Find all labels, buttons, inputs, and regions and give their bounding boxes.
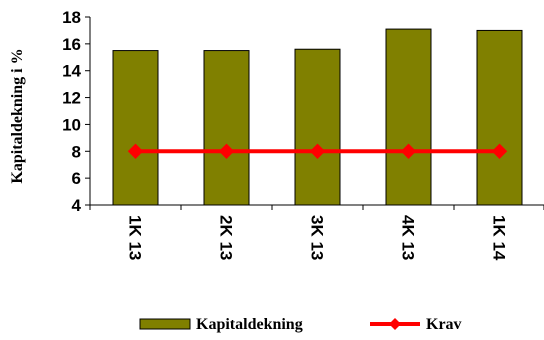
- y-tick-label: 4: [72, 196, 82, 215]
- legend: Kapitaldekning Krav: [139, 316, 462, 333]
- legend-marker-krav: [389, 318, 401, 330]
- bar-3: [294, 48, 341, 206]
- y-axis-title: Kapitaldekning i %: [9, 48, 26, 183]
- y-tick-label: 18: [62, 8, 81, 27]
- plot-area: 4 6 8 10 12 14 16 18 1K 13 2K 13 3K 13 4K 13 1K 14: [62, 8, 544, 261]
- krav-point-1: [127, 143, 144, 159]
- legend-label-krav: Krav: [426, 316, 462, 333]
- x-tick-label: 2K 13: [217, 215, 236, 260]
- y-tick-label: 16: [62, 35, 81, 54]
- krav-point-4: [400, 143, 417, 159]
- bar-4: [385, 28, 432, 206]
- bar-1: [112, 50, 159, 206]
- bar-2: [203, 50, 250, 206]
- x-tick-label: 3K 13: [308, 215, 327, 260]
- y-tick-label: 10: [62, 115, 81, 134]
- legend-swatch-kapitaldekning: [139, 318, 191, 330]
- legend-label-kapitaldekning: Kapitaldekning: [196, 316, 303, 333]
- bar-5: [476, 29, 523, 206]
- x-tick-label: 1K 14: [490, 215, 509, 261]
- y-tick-label: 8: [72, 142, 81, 161]
- krav-point-2: [218, 143, 235, 159]
- x-tick-label: 1K 13: [126, 215, 145, 260]
- y-axis-title-group: Kapitaldekning i %: [9, 48, 26, 183]
- y-tick-label: 6: [72, 169, 81, 188]
- y-tick-label: 14: [62, 62, 81, 81]
- krav-point-3: [309, 143, 326, 159]
- x-tick-label: 4K 13: [399, 215, 418, 260]
- y-tick-label: 12: [62, 89, 81, 108]
- krav-point-5: [491, 143, 508, 159]
